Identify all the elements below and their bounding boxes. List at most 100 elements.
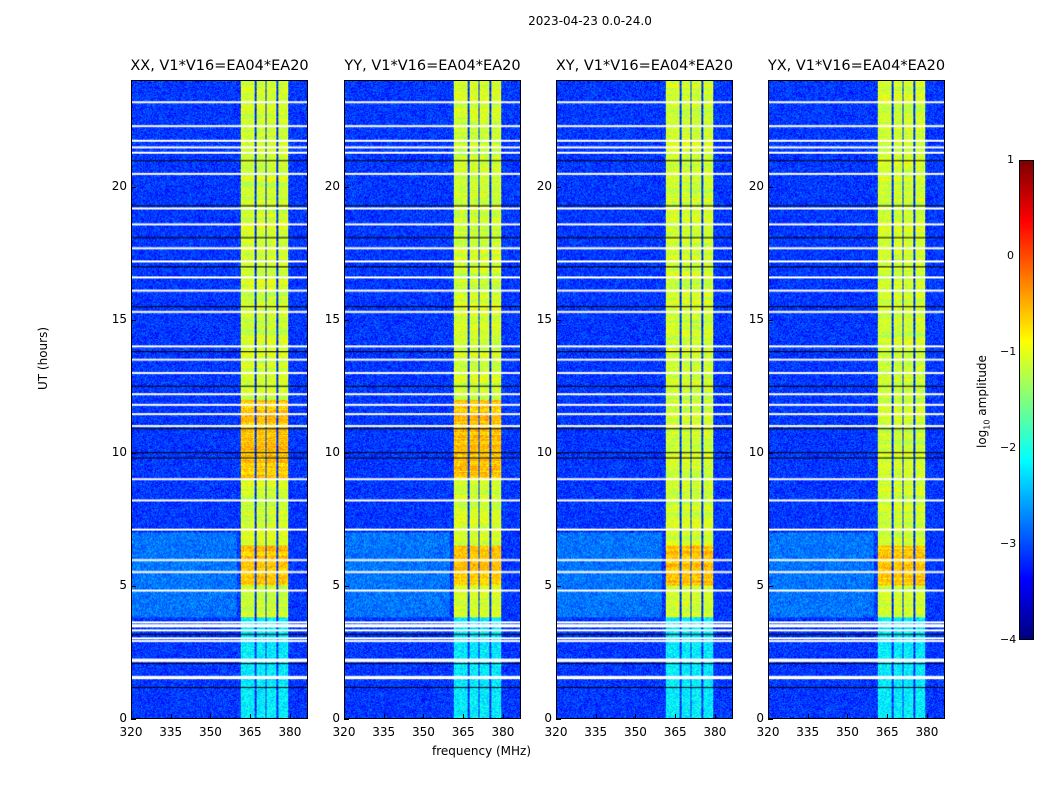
x-tick-mark bbox=[847, 714, 849, 719]
x-tick-mark bbox=[595, 714, 597, 719]
y-tick-mark bbox=[344, 585, 349, 587]
y-tick-label: 10 bbox=[748, 444, 764, 459]
heatmap bbox=[344, 80, 521, 719]
panel-0: XX, V1*V16=EA04*EA20 320 335 350 365 380 0 5 10 1… bbox=[112, 58, 309, 739]
y-tick-label: 15 bbox=[536, 311, 552, 326]
panel-3: YX, V1*V16=EA04*EA20 320 335 350 365 380 0 5 10 1… bbox=[749, 58, 945, 739]
y-tick-mark bbox=[768, 719, 773, 720]
x-tick-mark bbox=[768, 714, 769, 719]
y-tick-label: 20 bbox=[111, 178, 127, 193]
x-tick-mark bbox=[170, 714, 172, 719]
x-tick-label: 350 bbox=[199, 725, 222, 739]
colorbar-tick-label: −2 bbox=[1000, 441, 1017, 454]
heatmap bbox=[131, 80, 308, 719]
y-tick-label: 10 bbox=[324, 444, 340, 459]
x-axis-label: frequency (MHz) bbox=[432, 744, 532, 758]
x-tick-label: 320 bbox=[119, 725, 143, 739]
x-tick-label: 380 bbox=[915, 725, 939, 739]
heatmap bbox=[556, 80, 733, 719]
x-tick-mark bbox=[423, 714, 425, 719]
x-tick-mark bbox=[131, 714, 132, 719]
x-tick-label: 380 bbox=[703, 725, 727, 739]
x-tick-label: 350 bbox=[624, 725, 647, 739]
x-tick-mark bbox=[556, 714, 557, 719]
y-tick-mark bbox=[131, 186, 136, 188]
panel-title: YX, V1*V16=EA04*EA20 bbox=[767, 58, 946, 74]
y-tick-label: 20 bbox=[536, 178, 552, 193]
y-tick-label: 10 bbox=[111, 444, 127, 459]
x-tick-mark bbox=[383, 714, 385, 719]
y-tick-mark bbox=[131, 585, 136, 587]
y-tick-label: 20 bbox=[748, 178, 764, 193]
figure-title: 2023-04-23 0.0-24.0 bbox=[528, 14, 652, 28]
colorbar-tick-label: −1 bbox=[1000, 345, 1017, 358]
y-tick-mark bbox=[768, 585, 773, 587]
y-tick-label: 5 bbox=[756, 577, 764, 592]
x-tick-mark bbox=[210, 714, 212, 719]
x-tick-label: 335 bbox=[584, 725, 608, 739]
y-tick-label: 15 bbox=[111, 311, 127, 326]
y-tick-label: 5 bbox=[544, 577, 552, 592]
panel-1: YY, V1*V16=EA04*EA20 320 335 350 365 380 0 5 10 1… bbox=[325, 58, 521, 739]
colorbar bbox=[1019, 160, 1034, 640]
x-tick-label: 365 bbox=[451, 725, 475, 739]
x-tick-label: 380 bbox=[278, 725, 302, 739]
y-tick-mark bbox=[131, 319, 136, 321]
y-tick-mark bbox=[556, 452, 561, 454]
x-tick-mark bbox=[807, 714, 809, 719]
x-tick-label: 335 bbox=[159, 725, 183, 739]
x-tick-mark bbox=[289, 714, 291, 719]
x-tick-label: 320 bbox=[756, 725, 780, 739]
x-tick-mark bbox=[635, 714, 637, 719]
y-tick-label: 15 bbox=[324, 311, 340, 326]
colorbar-tick-label: 0 bbox=[1007, 249, 1014, 262]
x-tick-mark bbox=[926, 714, 928, 719]
y-tick-label: 15 bbox=[748, 311, 764, 326]
x-tick-mark bbox=[250, 714, 252, 719]
x-tick-mark bbox=[344, 714, 345, 719]
x-tick-mark bbox=[714, 714, 716, 719]
y-tick-mark bbox=[768, 452, 773, 454]
y-tick-mark bbox=[556, 186, 561, 188]
panel-2: XY, V1*V16=EA04*EA20 320 335 350 365 380 0 5 10 1… bbox=[537, 58, 733, 739]
x-tick-label: 365 bbox=[663, 725, 687, 739]
x-tick-label: 320 bbox=[332, 725, 356, 739]
panel-title: XY, V1*V16=EA04*EA20 bbox=[555, 58, 734, 74]
y-tick-label: 0 bbox=[332, 711, 340, 725]
y-tick-label: 0 bbox=[756, 711, 764, 725]
y-tick-mark bbox=[556, 719, 561, 720]
y-tick-mark bbox=[344, 719, 349, 720]
y-tick-mark bbox=[131, 452, 136, 454]
x-tick-label: 380 bbox=[491, 725, 515, 739]
x-tick-label: 335 bbox=[372, 725, 396, 739]
y-tick-label: 0 bbox=[544, 711, 552, 725]
x-tick-label: 320 bbox=[544, 725, 568, 739]
y-tick-mark bbox=[556, 319, 561, 321]
y-tick-mark bbox=[768, 186, 773, 188]
colorbar-tick-label: −3 bbox=[1000, 537, 1017, 550]
heatmap bbox=[768, 80, 945, 719]
x-tick-label: 350 bbox=[412, 725, 435, 739]
x-tick-label: 365 bbox=[238, 725, 262, 739]
x-tick-label: 335 bbox=[796, 725, 820, 739]
panel-title: YY, V1*V16=EA04*EA20 bbox=[344, 58, 521, 74]
panel-title: XX, V1*V16=EA04*EA20 bbox=[130, 58, 309, 74]
y-tick-label: 20 bbox=[324, 178, 340, 193]
y-tick-label: 0 bbox=[119, 711, 127, 725]
x-tick-mark bbox=[463, 714, 465, 719]
x-tick-mark bbox=[887, 714, 889, 719]
y-tick-label: 10 bbox=[536, 444, 552, 459]
colorbar-label: log10 amplitude bbox=[975, 355, 992, 448]
y-tick-label: 5 bbox=[332, 577, 340, 592]
colorbar-tick-label: −4 bbox=[1000, 633, 1017, 646]
y-tick-mark bbox=[344, 186, 349, 188]
x-tick-label: 365 bbox=[875, 725, 899, 739]
y-tick-mark bbox=[768, 319, 773, 321]
y-tick-label: 5 bbox=[119, 577, 127, 592]
y-tick-mark bbox=[131, 719, 136, 720]
colorbar-tick-label: 1 bbox=[1007, 153, 1014, 166]
y-axis-label: UT (hours) bbox=[36, 326, 50, 390]
y-tick-mark bbox=[556, 585, 561, 587]
x-tick-label: 350 bbox=[836, 725, 859, 739]
